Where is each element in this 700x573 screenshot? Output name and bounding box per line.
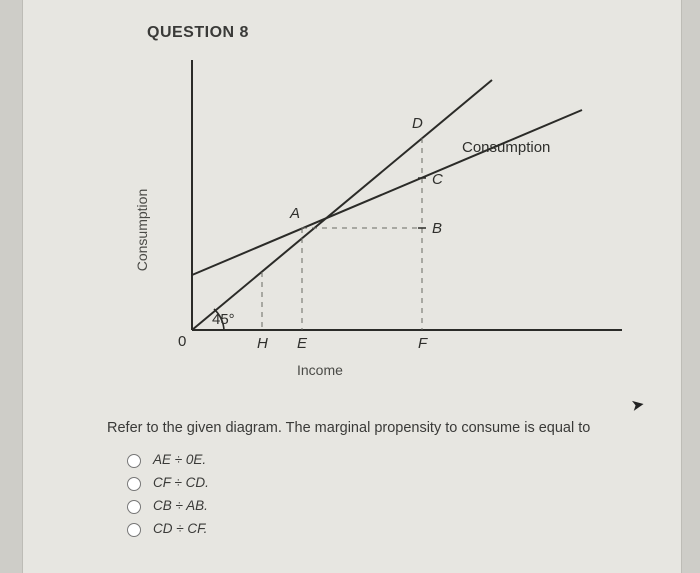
line-consumption <box>192 110 582 275</box>
label-A: A <box>289 205 300 222</box>
label-B: B <box>432 220 442 237</box>
question-title: QUESTION 8 <box>147 24 249 42</box>
label-E: E <box>297 335 308 352</box>
question-prompt: Refer to the given diagram. The marginal… <box>107 420 700 436</box>
page-container: QUESTION 8 Consumption 45° 0 <box>22 0 682 573</box>
cursor-icon: ➤ <box>629 394 646 416</box>
option-4[interactable]: CD ÷ CF. <box>122 520 209 537</box>
option-1[interactable]: AE ÷ 0E. <box>122 451 209 468</box>
label-45: 45° <box>212 311 235 328</box>
y-axis-label: Consumption <box>134 189 150 272</box>
option-3-label: CB ÷ AB. <box>153 498 208 513</box>
chart-area: Consumption 45° 0 H E F <box>142 50 642 390</box>
option-4-radio[interactable] <box>127 523 141 537</box>
x-axis-label: Income <box>297 362 343 378</box>
option-1-label: AE ÷ 0E. <box>153 452 206 467</box>
option-2-label: CF ÷ CD. <box>153 475 209 490</box>
chart-svg: 45° 0 H E F A B C D Consumption <box>162 50 642 380</box>
option-2-radio[interactable] <box>127 477 141 491</box>
label-F: F <box>418 335 428 352</box>
label-H: H <box>257 335 268 352</box>
option-3-radio[interactable] <box>127 500 141 514</box>
line-45deg <box>192 80 492 330</box>
label-consumption-line: Consumption <box>462 139 550 156</box>
options-group: AE ÷ 0E. CF ÷ CD. CB ÷ AB. CD ÷ CF. <box>122 445 209 543</box>
option-2[interactable]: CF ÷ CD. <box>122 474 209 491</box>
option-3[interactable]: CB ÷ AB. <box>122 497 209 514</box>
label-D: D <box>412 115 423 132</box>
option-4-label: CD ÷ CF. <box>153 521 207 536</box>
option-1-radio[interactable] <box>127 454 141 468</box>
label-origin: 0 <box>178 333 186 350</box>
label-C: C <box>432 171 443 188</box>
